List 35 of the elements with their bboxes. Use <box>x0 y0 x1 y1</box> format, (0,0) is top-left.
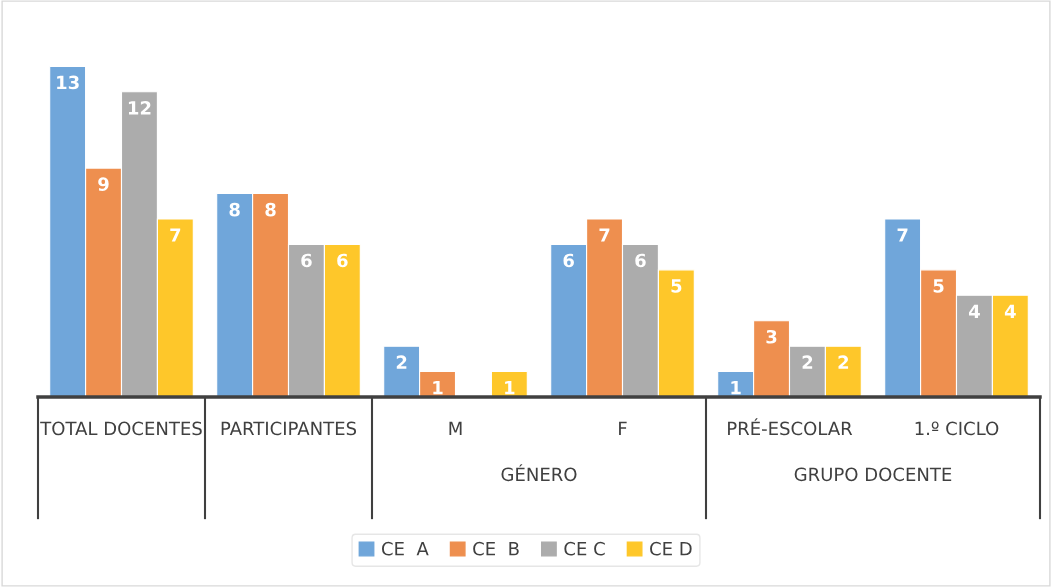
data-label: 7 <box>599 228 610 242</box>
data-label: 6 <box>337 253 348 268</box>
data-label: 7 <box>170 228 181 242</box>
data-label: 6 <box>301 253 312 268</box>
data-label: 9 <box>98 177 109 191</box>
x-tick-label: 1.º CICLO <box>915 421 999 436</box>
data-label: 6 <box>563 253 574 268</box>
text: GRUPO DOCENTE <box>794 467 952 482</box>
data-label: 2 <box>838 355 849 369</box>
data-label: 1 <box>505 381 515 395</box>
data-label: 12 <box>128 101 151 115</box>
legend-label: CE C <box>564 541 605 556</box>
x-tick-label: PRÉ-ESCOLAR <box>728 418 853 436</box>
data-label: 2 <box>396 355 407 369</box>
legend-label: CE D <box>650 541 692 556</box>
x-tick-label: M <box>449 421 462 436</box>
data-label: 2 <box>802 355 813 369</box>
data-label: 1 <box>433 381 443 395</box>
data-label: 5 <box>933 279 944 293</box>
data-label: 5 <box>671 279 682 293</box>
text: GÉNERO <box>501 464 577 482</box>
data-label: 13 <box>57 75 79 90</box>
x-tick-label: PARTICIPANTES <box>221 421 357 436</box>
data-label: 3 <box>766 329 777 344</box>
data-label: 4 <box>1004 304 1016 318</box>
legend-label: CE A <box>381 541 429 556</box>
data-label: 6 <box>635 253 646 268</box>
data-label: 4 <box>968 304 980 318</box>
data-label: 1 <box>731 381 741 395</box>
x-tick-label: F <box>619 421 627 436</box>
data-label: 7 <box>897 228 908 242</box>
data-label: 8 <box>229 202 240 217</box>
data-label: 8 <box>265 202 276 217</box>
x-tick-label: TOTAL DOCENTES <box>40 421 202 436</box>
legend-label: CE B <box>473 541 519 556</box>
